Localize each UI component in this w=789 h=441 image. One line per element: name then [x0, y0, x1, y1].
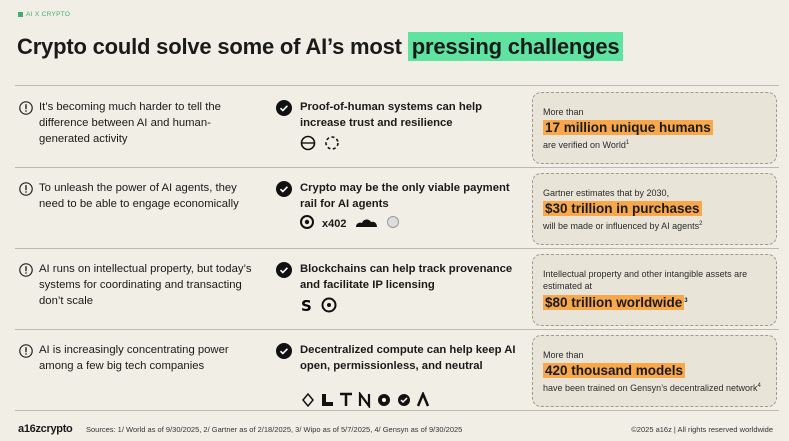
problem-text: To unleash the power of AI agents, they …	[39, 182, 239, 210]
stat-big: $30 trillion in purchases	[543, 199, 766, 218]
footnote: 4	[757, 382, 761, 389]
check-icon	[276, 343, 292, 359]
check-icon	[276, 262, 292, 278]
stat-box: More than 420 thousand models have been tr…	[532, 335, 777, 407]
stat-post-text: will be made or influenced by AI agents	[543, 220, 700, 231]
stat-post: are verified on World1	[543, 137, 766, 151]
divider	[15, 85, 779, 86]
stat-big: $80 trillion worldwide 3	[543, 292, 766, 313]
footnote: 2	[699, 220, 703, 227]
divider	[15, 329, 779, 330]
row: AI is increasingly concentrating power a…	[15, 330, 779, 410]
warning-icon	[19, 344, 33, 358]
logos: x402	[300, 214, 400, 234]
stat-pre: More than	[543, 106, 584, 117]
stat-pre: Gartner estimates that by 2030,	[543, 187, 670, 198]
title: Crypto could solve some of AI’s most pre…	[17, 32, 624, 61]
solution-text: Proof-of-human systems can help increase…	[300, 101, 483, 129]
row: It’s becoming much harder to tell the di…	[15, 87, 779, 167]
title-text: Crypto could solve some of AI’s most	[17, 34, 402, 59]
stat-post-text: have been trained on Gensyn’s decentrali…	[543, 382, 758, 393]
stat-highlight: $30 trillion in purchases	[543, 200, 702, 216]
title-highlight: pressing challenges	[407, 32, 624, 61]
warning-icon	[19, 182, 33, 196]
copyright: ©2025 a16z | All rights reserved worldwi…	[631, 425, 773, 434]
row: AI runs on intellectual property, but to…	[15, 249, 779, 329]
divider	[15, 410, 779, 411]
stat-post-text: are verified on World	[543, 139, 626, 150]
stat-pre: More than	[543, 349, 584, 360]
stat-big: 17 million unique humans	[543, 118, 766, 137]
stat-post: will be made or influenced by AI agents2	[543, 218, 766, 232]
solution-text: Blockchains can help track provenance an…	[300, 263, 513, 291]
logo-icon	[354, 215, 400, 234]
solution-text: Decentralized compute can help keep AI o…	[300, 344, 516, 372]
footnote: 1	[625, 139, 630, 146]
svg-text:S: S	[301, 297, 312, 313]
stat-box: Gartner estimates that by 2030, $30 trill…	[532, 173, 777, 245]
check-icon	[276, 100, 292, 116]
solution-text: Crypto may be the only viable payment ra…	[300, 182, 510, 210]
stat-box: Intellectual property and other intangib…	[532, 254, 777, 326]
stat-post: have been trained on Gensyn’s decentrali…	[543, 380, 766, 394]
logos	[300, 390, 460, 410]
tag: AI X CRYPTO	[18, 11, 70, 18]
logos	[300, 135, 340, 151]
stat-box: More than 17 million unique humans are ver…	[532, 92, 777, 164]
footnote: 3	[684, 297, 688, 304]
warning-icon	[19, 263, 33, 277]
stat-highlight: 420 thousand models	[543, 362, 686, 378]
logos: S	[300, 297, 344, 315]
problem-text: AI runs on intellectual property, but to…	[39, 263, 252, 307]
stat-highlight: 17 million unique humans	[543, 119, 713, 135]
row: To unleash the power of AI agents, they …	[15, 168, 779, 248]
stat-pre: Intellectual property and other intangib…	[543, 268, 748, 291]
logo-icon	[300, 214, 314, 234]
warning-icon	[19, 101, 33, 115]
divider	[15, 167, 779, 168]
check-icon	[276, 181, 292, 197]
stat-big: 420 thousand models	[543, 361, 766, 380]
logo-text: x402	[322, 218, 347, 230]
sources: Sources: 1/ World as of 9/30/2025, 2/ Ga…	[86, 425, 463, 434]
problem-text: AI is increasingly concentrating power a…	[39, 344, 229, 372]
brand: a16zcrypto	[18, 423, 73, 435]
problem-text: It’s becoming much harder to tell the di…	[39, 101, 221, 145]
stat-highlight: $80 trillion worldwide	[543, 295, 685, 311]
divider	[15, 248, 779, 249]
